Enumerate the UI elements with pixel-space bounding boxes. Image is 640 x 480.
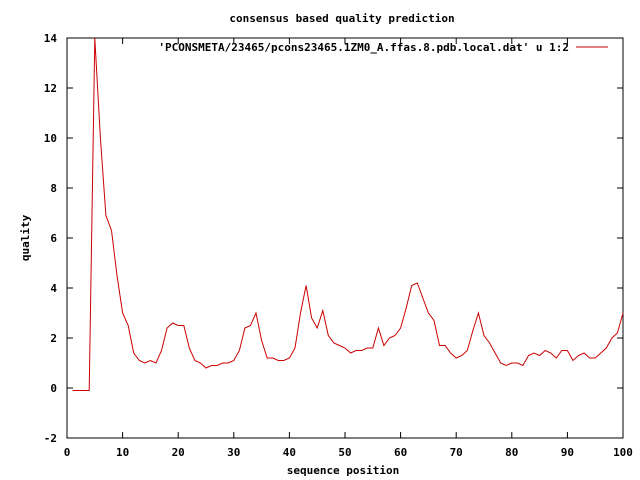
x-tick-label: 70 <box>450 446 463 459</box>
x-tick-label: 40 <box>283 446 296 459</box>
legend-series-label: 'PCONSMETA/23465/pcons23465.1ZM0_A.ffas.… <box>158 41 569 54</box>
y-tick-label: 4 <box>50 282 57 295</box>
x-tick-label: 80 <box>505 446 518 459</box>
series-points <box>72 37 624 391</box>
axis-ticks <box>66 37 624 439</box>
x-tick-label: 100 <box>613 446 633 459</box>
y-tick-label: 14 <box>44 32 58 45</box>
axis-tick-labels: 0 10 20 30 40 50 60 70 80 90 100 -2 0 2 4 6 8 10 12 14 <box>44 32 633 459</box>
x-tick-label: 50 <box>338 446 351 459</box>
plot-frame <box>66 37 624 439</box>
series-line <box>72 37 624 391</box>
legend: 'PCONSMETA/23465/pcons23465.1ZM0_A.ffas.… <box>158 41 608 54</box>
y-tick-label: 10 <box>44 132 57 145</box>
x-tick-label: 20 <box>172 446 185 459</box>
y-tick-label: -2 <box>44 432 57 445</box>
x-tick-label: 60 <box>394 446 407 459</box>
x-tick-label: 10 <box>116 446 129 459</box>
x-tick-label: 30 <box>227 446 240 459</box>
y-tick-label: 2 <box>50 332 57 345</box>
chart-title: consensus based quality prediction <box>229 12 454 25</box>
y-tick-label: 8 <box>50 182 57 195</box>
x-tick-label: 0 <box>64 446 71 459</box>
x-axis-label: sequence position <box>287 464 400 477</box>
x-tick-label: 90 <box>561 446 574 459</box>
y-tick-label: 12 <box>44 82 57 95</box>
y-tick-label: 0 <box>50 382 57 395</box>
y-axis-label: quality <box>19 214 32 261</box>
y-tick-label: 6 <box>50 232 57 245</box>
